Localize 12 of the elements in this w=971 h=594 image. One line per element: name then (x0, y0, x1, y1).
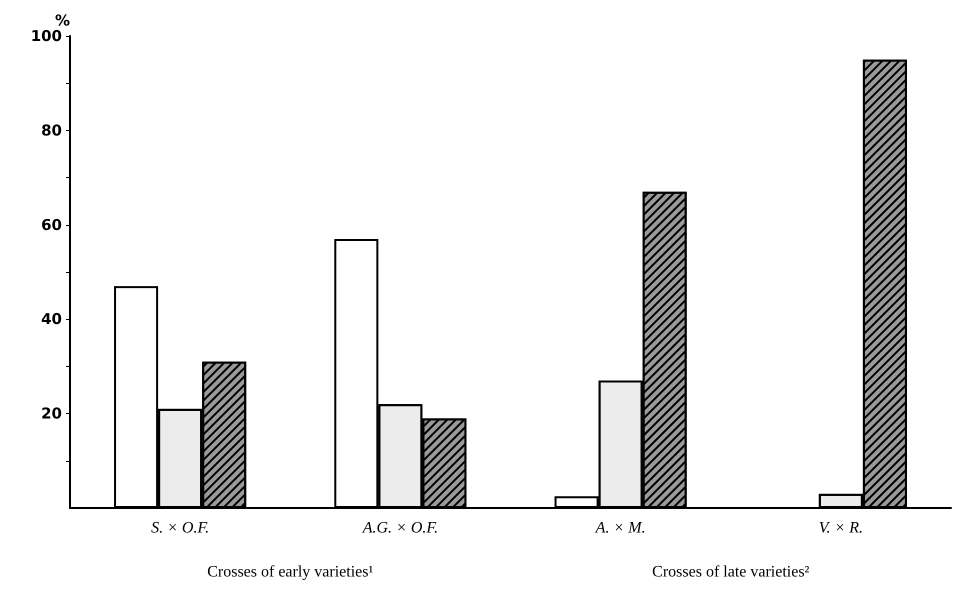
y-tick-label: 80 (41, 121, 62, 140)
y-axis-title: % (54, 12, 70, 30)
x-tick-label: A. × M. (594, 520, 646, 536)
text: Crosses of late varieties² (652, 564, 810, 580)
y-tick-label: 40 (41, 310, 62, 328)
x-tick-label: V. × R. (818, 520, 864, 536)
y-tick-label: 100 (30, 27, 62, 45)
y-tick-label: 20 (41, 404, 62, 423)
x-tick-label: S. × O.F. (151, 520, 210, 536)
y-tick-label: 60 (41, 216, 62, 234)
x-tick-label: A.G. × O.F. (362, 520, 438, 536)
text: Crosses of early varieties¹ (207, 564, 374, 580)
